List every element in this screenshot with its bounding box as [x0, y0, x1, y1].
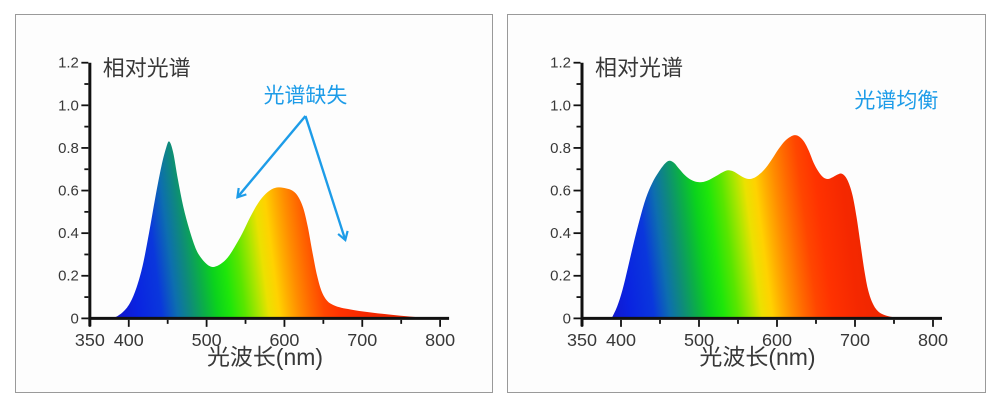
y-tick-label: 1.2	[58, 55, 79, 72]
y-tick-label: 0.4	[550, 225, 571, 242]
x-tick-label: 400	[606, 330, 636, 350]
x-tick-label: 700	[840, 330, 870, 350]
annotation-text: 光谱均衡	[854, 90, 938, 113]
spectrum-area	[111, 141, 441, 319]
x-tick-label: 800	[918, 330, 948, 350]
x-tick-label: 350	[75, 330, 105, 350]
x-tick-label: 400	[114, 330, 144, 350]
chart-title: 相对光谱	[103, 56, 191, 81]
annotation-arrow	[236, 115, 307, 199]
y-tick-label: 0.4	[58, 225, 79, 242]
chart-panel-balanced-spectrum: 350 400 500 600 700 800 0 0.2 0.4 0.6 0.8 1.0 1.2 相对…	[507, 14, 986, 393]
x-axis-label: 光波长(nm)	[699, 344, 815, 370]
x-tick-label: 800	[425, 330, 455, 350]
x-tick-label: 350	[567, 330, 597, 350]
x-tick-label: 600	[269, 330, 299, 350]
x-tick-label: 500	[192, 330, 222, 350]
axes: 350 400 500 600 700 800 0 0.2 0.4 0.6 0.8 1.0 1.2	[550, 55, 948, 351]
x-tick-label: 600	[762, 330, 792, 350]
y-tick-label: 0	[71, 310, 79, 327]
y-tick-label: 0.8	[550, 140, 571, 157]
y-tick-label: 0.2	[550, 268, 571, 285]
chart-title: 相对光谱	[595, 56, 683, 81]
x-tick-label: 500	[684, 330, 714, 350]
spectrum-area	[611, 135, 904, 319]
annotation-text: 光谱缺失	[264, 84, 348, 107]
chart-panel-led-missing-spectrum: 350 400 500 600 700 800 0 0.2 0.4 0.6 0.8 1.0 1.2 相对…	[15, 14, 493, 393]
y-tick-label: 1.2	[550, 55, 571, 72]
spectrum-chart-left: 350 400 500 600 700 800 0 0.2 0.4 0.6 0.8 1.0 1.2 相对…	[58, 55, 455, 370]
spectrum-chart-right: 350 400 500 600 700 800 0 0.2 0.4 0.6 0.8 1.0 1.2 相对…	[550, 55, 948, 370]
annotation-arrow	[304, 115, 349, 242]
y-tick-label: 0.6	[58, 183, 79, 200]
y-tick-label: 0.8	[58, 140, 79, 157]
y-tick-label: 0.6	[550, 183, 571, 200]
y-tick-label: 1.0	[550, 97, 571, 114]
y-tick-label: 0	[563, 310, 571, 327]
x-axis-label: 光波长(nm)	[207, 344, 323, 370]
x-tick-label: 700	[347, 330, 377, 350]
y-tick-label: 0.2	[58, 268, 79, 285]
annotation-group	[236, 115, 349, 242]
y-tick-label: 1.0	[58, 97, 79, 114]
axes: 350 400 500 600 700 800 0 0.2 0.4 0.6 0.8 1.0 1.2	[58, 55, 455, 351]
